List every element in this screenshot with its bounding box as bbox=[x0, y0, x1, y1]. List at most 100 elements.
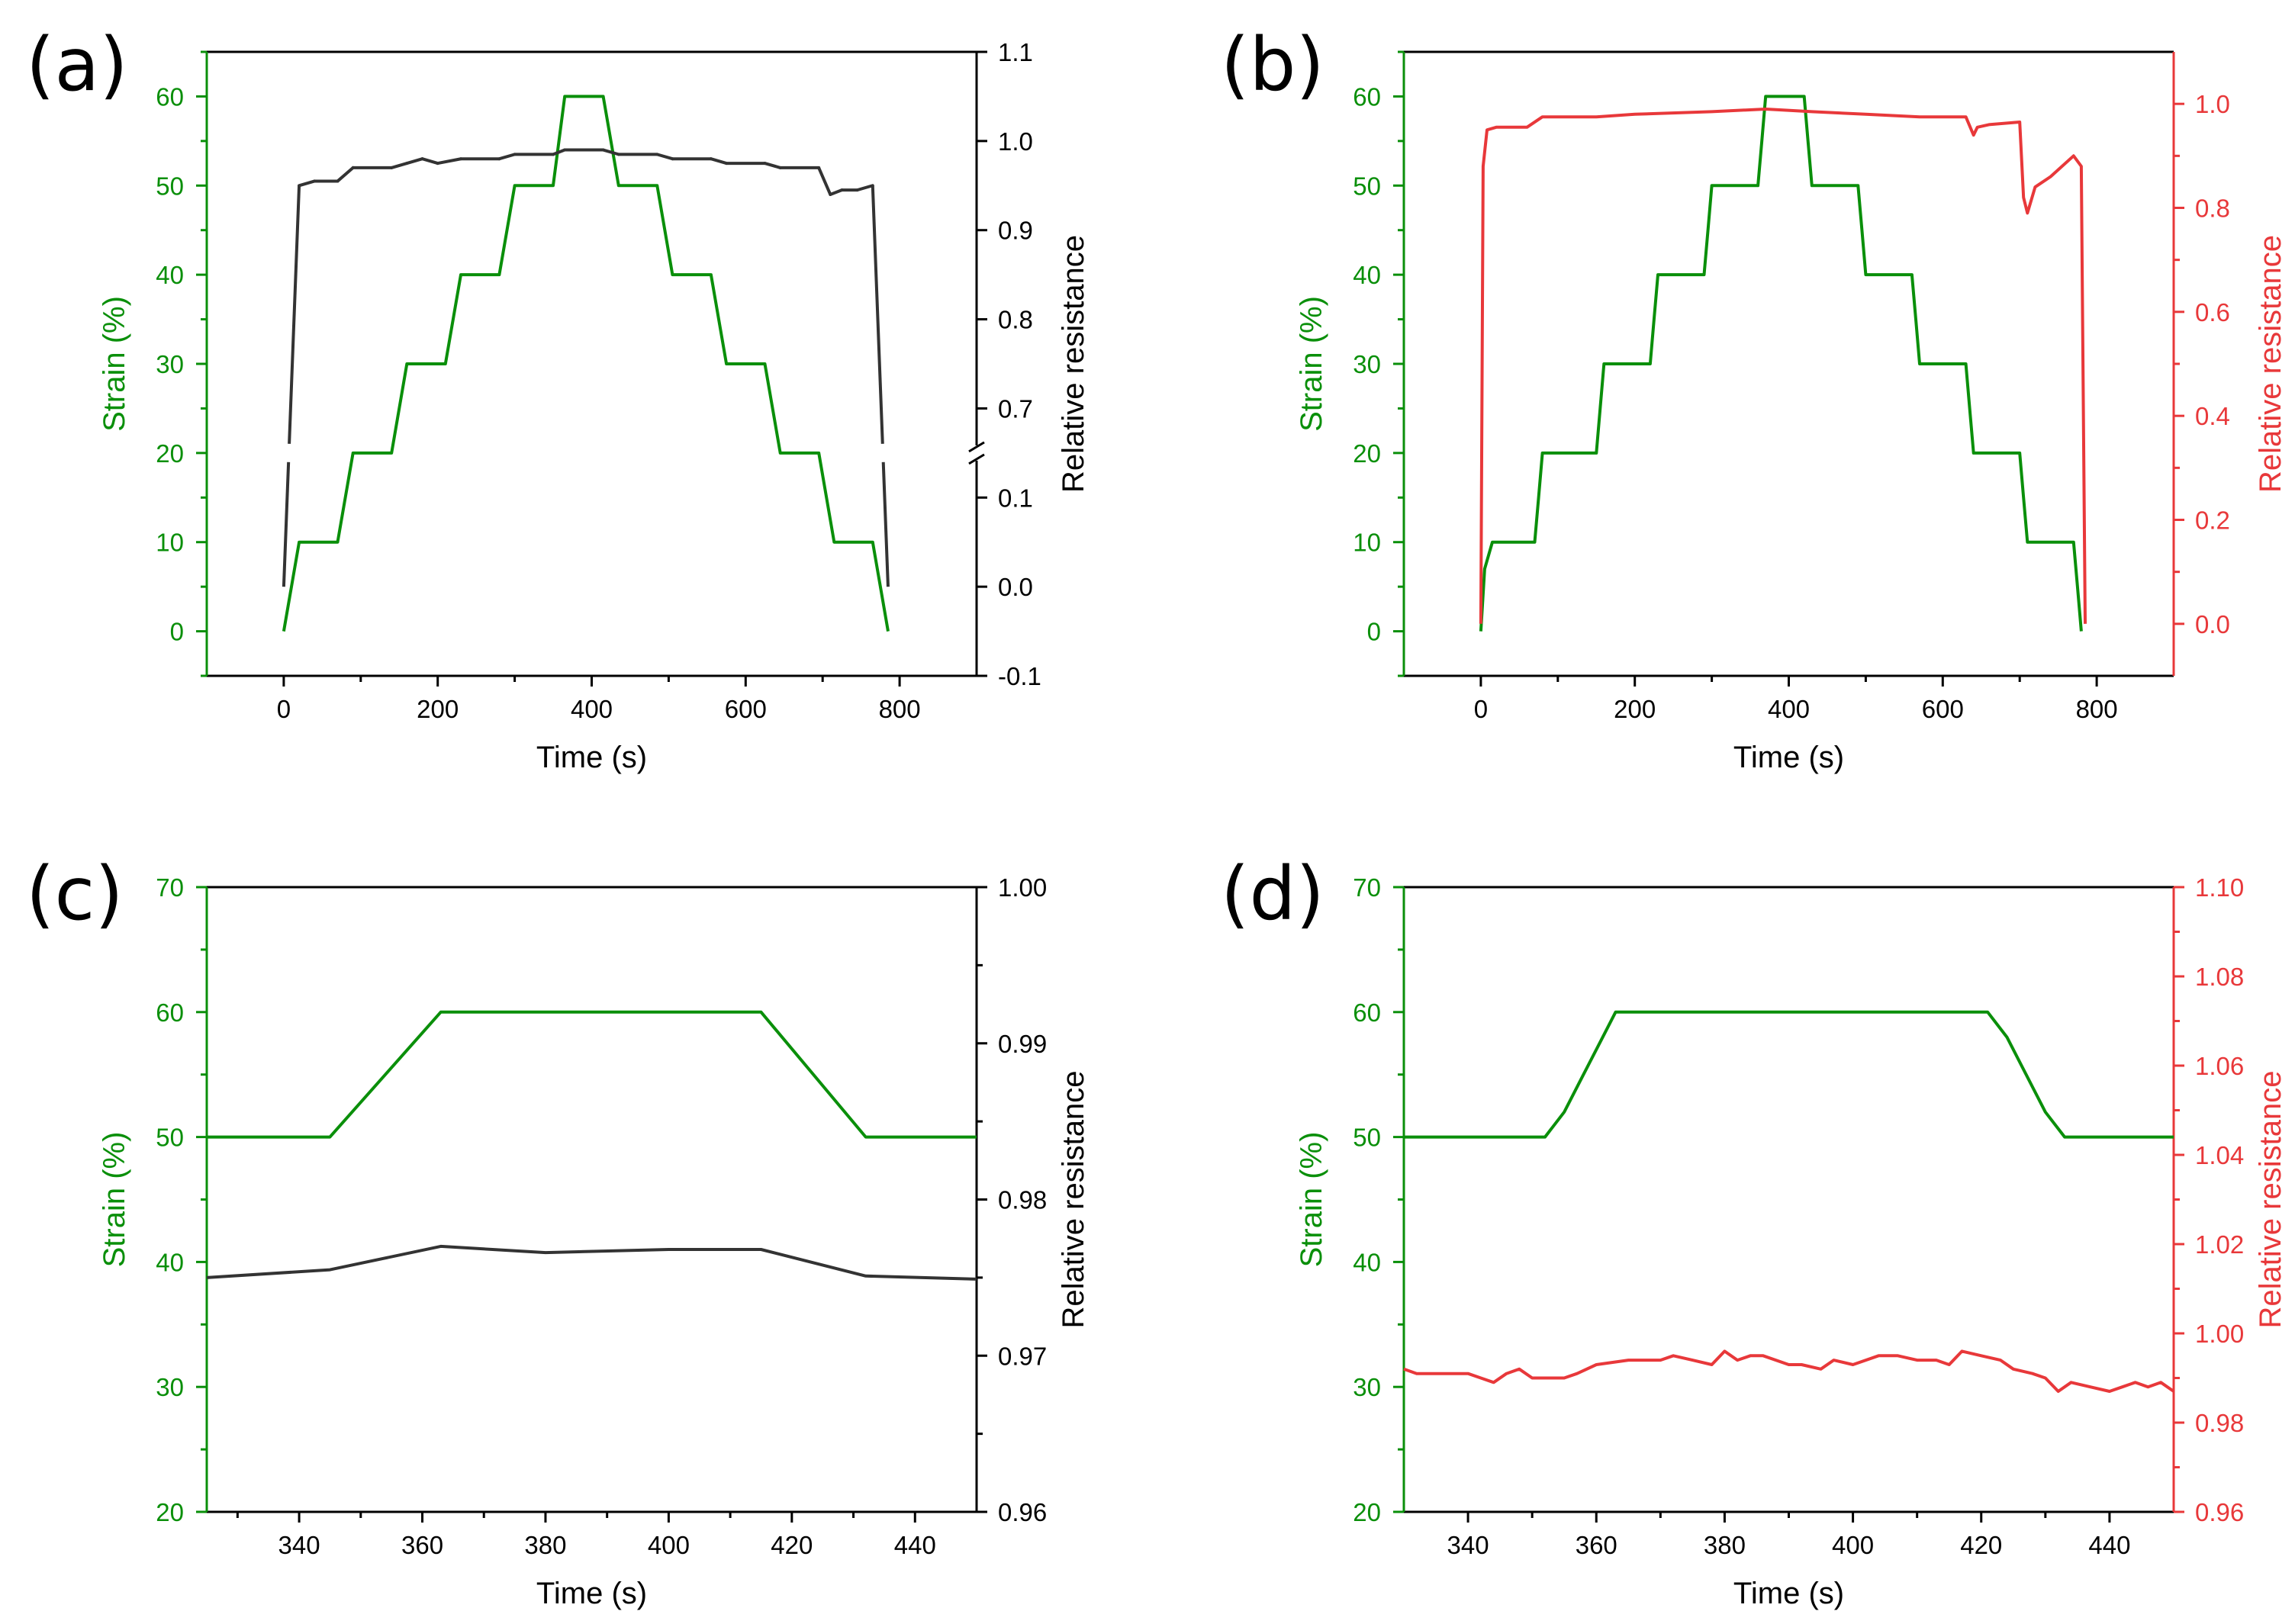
series-line-strain bbox=[282, 95, 890, 632]
right-tick-label: 0.98 bbox=[998, 1186, 1047, 1214]
left-tick-label: 40 bbox=[156, 261, 184, 289]
right-tick-label: 0.1 bbox=[998, 484, 1033, 512]
right-tick-label: 0.97 bbox=[998, 1342, 1047, 1370]
x-axis-title: Time (s) bbox=[1733, 741, 1844, 774]
left-tick-label: 60 bbox=[156, 999, 184, 1027]
x-tick-label: 400 bbox=[1832, 1531, 1874, 1559]
series-line-resistance bbox=[709, 157, 729, 166]
series-line-resistance bbox=[390, 162, 409, 169]
series-line-resistance bbox=[206, 1244, 977, 1281]
left-tick-label: 10 bbox=[1353, 529, 1381, 557]
right-tick-label: 1.0 bbox=[2195, 90, 2230, 118]
right-tick-label: 1.0 bbox=[998, 127, 1033, 156]
right-tick-label: -0.1 bbox=[998, 662, 1041, 690]
left-tick-label: 20 bbox=[156, 439, 184, 468]
series-line-resistance bbox=[436, 157, 462, 166]
x-axis-title: Time (s) bbox=[536, 741, 647, 774]
series-line-resistance bbox=[298, 179, 317, 188]
right-tick-label: 0.4 bbox=[2195, 402, 2230, 430]
x-tick-label: 200 bbox=[1614, 695, 1656, 723]
right-tick-label: 0.7 bbox=[998, 394, 1033, 423]
x-tick-label: 380 bbox=[1704, 1531, 1746, 1559]
left-tick-label: 0 bbox=[1367, 618, 1381, 646]
right-tick-label: 1.00 bbox=[2195, 1320, 2244, 1348]
x-tick-label: 420 bbox=[1960, 1531, 2002, 1559]
right-axis-title: Relative resistance bbox=[1057, 1071, 1090, 1329]
x-tick-label: 440 bbox=[894, 1531, 936, 1559]
left-axis-title: Strain (%) bbox=[98, 1132, 131, 1268]
series-line-resistance bbox=[655, 153, 674, 161]
left-tick-label: 60 bbox=[156, 82, 184, 111]
x-tick-label: 0 bbox=[277, 695, 291, 723]
series-line-strain bbox=[1479, 95, 2083, 632]
x-tick-label: 200 bbox=[417, 695, 459, 723]
panel-label-b: (b) bbox=[1221, 22, 1325, 108]
series-line-resistance bbox=[601, 148, 620, 156]
right-axis-title: Relative resistance bbox=[1057, 235, 1090, 493]
right-tick-label: 1.02 bbox=[2195, 1230, 2244, 1259]
x-tick-label: 400 bbox=[1768, 695, 1810, 723]
right-tick-label: 1.00 bbox=[998, 873, 1047, 902]
right-tick-label: 1.1 bbox=[998, 38, 1033, 66]
panel-b-label: (b) bbox=[1221, 22, 1325, 108]
left-axis-title: Strain (%) bbox=[98, 296, 131, 432]
left-tick-label: 30 bbox=[1353, 350, 1381, 378]
axis-break-mark bbox=[968, 441, 985, 453]
left-tick-label: 40 bbox=[156, 1248, 184, 1276]
x-tick-label: 440 bbox=[2088, 1531, 2130, 1559]
right-tick-label: 0.99 bbox=[998, 1030, 1047, 1058]
panel-d-label: (d) bbox=[1221, 851, 1325, 937]
left-tick-label: 30 bbox=[1353, 1373, 1381, 1401]
panel-a: 0 200 400 600 800 0 10 20 30 40 50 60 -0.1 0.0 0.1 0.7 0… bbox=[98, 38, 1090, 774]
left-tick-label: 20 bbox=[156, 1498, 184, 1526]
right-tick-label: 1.10 bbox=[2195, 873, 2244, 902]
series-line-resistance bbox=[1479, 108, 2087, 624]
panel-d: 340 360 380 400 420 440 20 30 40 50 60 70 0.96 0.98 1.… bbox=[1295, 873, 2287, 1610]
panel-label-d: (d) bbox=[1221, 851, 1325, 937]
left-tick-label: 30 bbox=[156, 1373, 184, 1401]
right-tick-label: 0.96 bbox=[998, 1498, 1047, 1526]
series-line-resistance bbox=[855, 184, 874, 192]
left-tick-label: 50 bbox=[156, 172, 184, 200]
x-tick-label: 420 bbox=[771, 1531, 813, 1559]
series-line-resistance bbox=[817, 166, 832, 196]
panel-a-label: (a) bbox=[26, 22, 128, 108]
left-tick-label: 20 bbox=[1353, 1498, 1381, 1526]
left-tick-label: 50 bbox=[156, 1124, 184, 1152]
left-tick-label: 60 bbox=[1353, 82, 1381, 111]
series-line-resistance bbox=[1403, 1349, 2175, 1393]
left-tick-label: 50 bbox=[1353, 1124, 1381, 1152]
right-tick-label: 1.04 bbox=[2195, 1141, 2244, 1169]
series-line-resistance bbox=[881, 461, 890, 587]
left-tick-label: 20 bbox=[1353, 439, 1381, 468]
right-tick-label: 0.9 bbox=[998, 217, 1033, 245]
left-axis-title: Strain (%) bbox=[1295, 1132, 1328, 1268]
left-tick-label: 30 bbox=[156, 350, 184, 378]
series-line-strain bbox=[1404, 1010, 2174, 1139]
left-tick-label: 70 bbox=[1353, 873, 1381, 902]
left-tick-label: 10 bbox=[156, 529, 184, 557]
right-tick-label: 0.96 bbox=[2195, 1498, 2244, 1526]
x-tick-label: 800 bbox=[2076, 695, 2118, 723]
panel-label-c: (c) bbox=[26, 851, 124, 937]
left-tick-label: 50 bbox=[1353, 172, 1381, 200]
right-tick-label: 0.6 bbox=[2195, 298, 2230, 326]
panel-c-label: (c) bbox=[26, 851, 124, 937]
right-axis-title: Relative resistance bbox=[2254, 235, 2287, 493]
series-line-resistance bbox=[829, 188, 844, 196]
x-tick-label: 800 bbox=[879, 695, 921, 723]
left-tick-label: 40 bbox=[1353, 1248, 1381, 1276]
x-tick-label: 340 bbox=[278, 1531, 320, 1559]
panel-c: 340 360 380 400 420 440 20 30 40 50 60 70 0.96 0.97 0.… bbox=[98, 873, 1090, 1610]
right-tick-label: 0.8 bbox=[998, 306, 1033, 334]
right-tick-label: 1.08 bbox=[2195, 963, 2244, 991]
x-tick-label: 360 bbox=[401, 1531, 443, 1559]
x-axis-title: Time (s) bbox=[536, 1577, 647, 1610]
right-tick-label: 0.98 bbox=[2195, 1409, 2244, 1437]
series-line-resistance bbox=[288, 185, 301, 444]
left-tick-label: 70 bbox=[156, 873, 184, 902]
right-tick-label: 1.06 bbox=[2195, 1052, 2244, 1080]
x-tick-label: 600 bbox=[725, 695, 767, 723]
x-tick-label: 400 bbox=[648, 1531, 690, 1559]
